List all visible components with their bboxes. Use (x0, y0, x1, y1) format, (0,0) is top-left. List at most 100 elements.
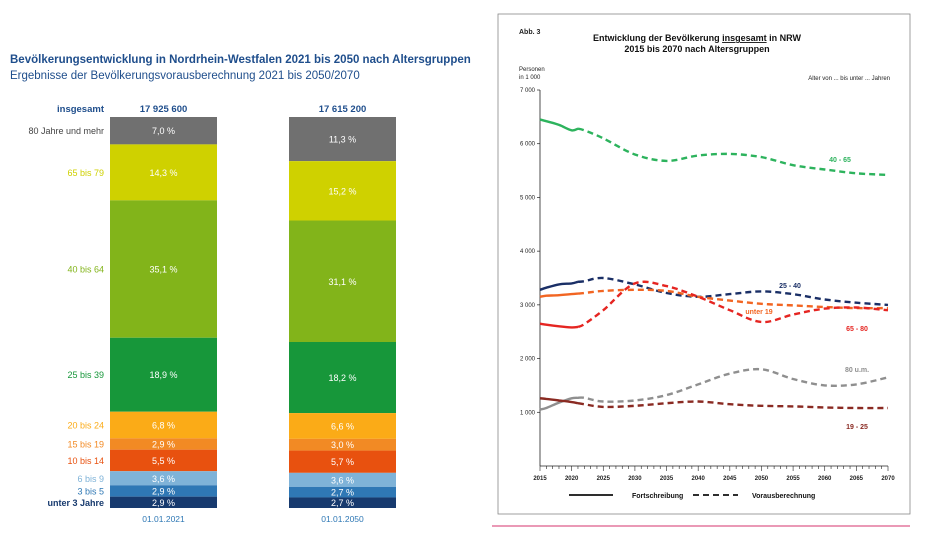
bar-segment (110, 144, 217, 201)
series-line-projection (577, 367, 889, 403)
total-value: 17 925 600 (140, 104, 188, 115)
series-line-actual (539, 280, 579, 291)
bar-segment (110, 438, 217, 450)
bar-segment (110, 200, 217, 338)
x-tick-label: 2015 (533, 476, 547, 482)
segment-label: 18,2 % (328, 373, 356, 383)
y-tick-label: 2 000 (520, 357, 536, 363)
segment-label: 3,6 % (331, 475, 354, 485)
series-line-actual (539, 322, 579, 329)
bar-segment (110, 471, 217, 486)
x-tick-label: 2020 (565, 476, 579, 482)
x-tick-label: 2050 (755, 476, 769, 482)
segment-label: 7,0 % (152, 126, 175, 136)
category-label: 20 bis 24 (67, 421, 104, 431)
series-line-projection (577, 280, 889, 329)
stacked-bar-chart: 7,0 % 80 Jahre und mehr 14,3 % 65 bis 79 35,… (28, 104, 396, 524)
y-tick-label: 5 000 (520, 195, 536, 201)
segment-label: 6,8 % (152, 421, 175, 431)
segment-label: 2,7 % (331, 488, 354, 498)
x-tick-label: 2045 (723, 476, 737, 482)
legend-solid-label: Fortschreibung (632, 493, 683, 500)
series-line-actual (539, 397, 579, 405)
bar-segment (289, 450, 396, 473)
bar-segment (289, 472, 396, 487)
x-tick-label: 2040 (692, 476, 706, 482)
series-label: 80 u.m. (845, 367, 869, 374)
category-label: 40 bis 64 (67, 265, 104, 275)
bar-segment (110, 485, 217, 497)
segment-label: 3,0 % (331, 440, 354, 450)
legend-dashed-label: Vorausberechnung (752, 493, 815, 500)
category-label: 25 bis 39 (67, 370, 104, 380)
bar-segment (110, 337, 217, 412)
y-tick-label: 6 000 (520, 142, 536, 148)
segment-label: 6,6 % (331, 421, 354, 431)
bar-segment (289, 117, 396, 162)
x-tick-label: 2055 (786, 476, 800, 482)
segment-label: 15,2 % (328, 186, 356, 196)
series-label: unter 19 (745, 309, 772, 316)
category-label: 65 bis 79 (67, 168, 104, 178)
bar-segment (289, 161, 396, 221)
y-tick-label: 1 000 (520, 410, 536, 416)
y-axis-label: Personen (519, 67, 545, 73)
x-tick-label: 2060 (818, 476, 832, 482)
segment-label: 5,7 % (331, 457, 354, 467)
figure-number: Abb. 3 (519, 29, 540, 36)
bar-segment (110, 117, 217, 145)
y-tick-label: 7 000 (520, 88, 536, 94)
bar-segment (289, 497, 396, 508)
series-line-projection (577, 288, 889, 310)
y-tick-label: 4 000 (520, 249, 536, 255)
series-line-projection (577, 400, 889, 410)
segment-label: 2,7 % (331, 498, 354, 508)
total-value: 17 615 200 (319, 104, 367, 115)
segment-label: 31,1 % (328, 277, 356, 287)
series-line-actual (539, 118, 579, 132)
total-label: insgesamt (57, 104, 105, 115)
bar-segment (289, 220, 396, 342)
chart-frame (497, 13, 911, 515)
x-tick-label: 2025 (597, 476, 611, 482)
series-line-projection (577, 127, 889, 177)
segment-label: 3,6 % (152, 474, 175, 484)
bar-date: 01.01.2050 (321, 514, 364, 524)
category-label: 6 bis 9 (77, 474, 104, 484)
bar-segment (110, 496, 217, 508)
series-line-projection (577, 276, 889, 307)
x-tick-label: 2065 (850, 476, 864, 482)
series-label: 19 - 25 (846, 424, 868, 431)
stacked-chart-subtitle: Ergebnisse der Bevölkerungsvorausberechn… (10, 70, 360, 82)
bar-segment (289, 341, 396, 414)
line-chart-title: Entwicklung der Bevölkerung insgesamt in… (593, 33, 801, 43)
segment-label: 14,3 % (149, 168, 177, 178)
x-tick-label: 2030 (628, 476, 642, 482)
bar-segment (289, 486, 396, 498)
bar-date: 01.01.2021 (142, 514, 185, 524)
segment-label: 2,9 % (152, 498, 175, 508)
segment-label: 5,5 % (152, 456, 175, 466)
age-note: Alter von ... bis unter ... Jahren (808, 76, 890, 82)
x-tick-label: 2035 (660, 476, 674, 482)
segment-label: 18,9 % (149, 370, 177, 380)
line-chart-subtitle: 2015 bis 2070 nach Altersgruppen (624, 44, 769, 54)
category-label: unter 3 Jahre (47, 498, 104, 508)
x-tick-label: 2070 (881, 476, 895, 482)
y-axis-unit: in 1 000 (519, 75, 541, 81)
series-line-actual (539, 396, 579, 411)
series-label: 65 - 80 (846, 326, 868, 333)
category-label: 80 Jahre und mehr (28, 126, 104, 136)
segment-label: 2,9 % (152, 440, 175, 450)
category-label: 15 bis 19 (67, 440, 104, 450)
segment-label: 11,3 % (329, 135, 356, 145)
y-tick-label: 3 000 (520, 303, 536, 309)
series-line-actual (539, 292, 579, 298)
series-label: 25 - 40 (779, 283, 801, 290)
bar-segment (289, 413, 396, 439)
segment-label: 2,9 % (152, 486, 175, 496)
segment-label: 35,1 % (149, 265, 177, 275)
bar-segment (110, 449, 217, 472)
category-label: 3 bis 5 (77, 486, 104, 496)
